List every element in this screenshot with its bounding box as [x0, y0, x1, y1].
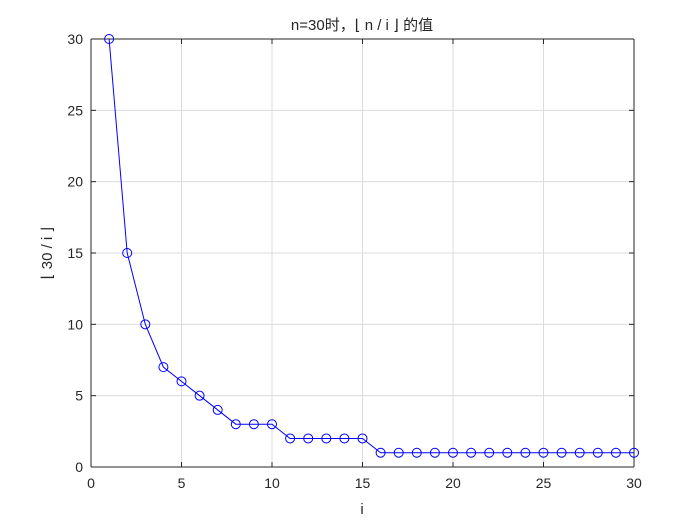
x-tick-label: 10: [264, 475, 280, 491]
x-tick-label: 5: [178, 475, 186, 491]
data-point-marker: [321, 433, 332, 444]
x-tick-label: 20: [445, 475, 461, 491]
data-point-marker: [574, 447, 585, 458]
y-tick-label: 15: [67, 245, 83, 261]
data-point-marker: [502, 447, 513, 458]
data-point-marker: [429, 447, 440, 458]
y-tick-label: 10: [67, 316, 83, 332]
data-point-marker: [212, 404, 223, 415]
x-axis-label: i: [360, 501, 363, 518]
y-axis-label: ⌊ 30 / i ⌋: [39, 227, 56, 280]
data-point-marker: [393, 447, 404, 458]
data-point-marker: [140, 319, 151, 330]
data-point-marker: [538, 447, 549, 458]
data-point-marker: [248, 419, 259, 430]
y-tick-label: 20: [67, 174, 83, 190]
data-point-marker: [176, 376, 187, 387]
data-point-marker: [375, 447, 386, 458]
data-point-marker: [267, 419, 277, 430]
axes: [90, 38, 635, 468]
chart-title: n=30时，⌊ n / i ⌋ 的值: [291, 17, 433, 34]
data-point-marker: [520, 447, 531, 458]
x-tick-label: 25: [536, 475, 552, 491]
data-point-marker: [466, 447, 477, 458]
data-point-marker: [194, 390, 205, 401]
y-tick-label: 0: [75, 459, 83, 475]
x-tick-label: 15: [355, 475, 371, 491]
data-point-marker: [158, 362, 169, 373]
data-point-marker: [484, 447, 495, 458]
data-point-marker: [411, 447, 422, 458]
y-tick-label: 5: [75, 388, 83, 404]
y-tick-label: 25: [67, 102, 83, 118]
data-point-marker: [592, 447, 603, 458]
data-point-marker: [285, 433, 296, 444]
tick-labels: 0 5 10 15 20 25 30 0 5 10 15 20 25 30: [67, 31, 642, 491]
x-tick-label: 0: [87, 475, 95, 491]
data-point-marker: [357, 433, 368, 444]
data-point-marker: [556, 447, 567, 458]
series-line: [108, 38, 634, 454]
y-tick-label: 30: [67, 31, 83, 47]
data-point-marker: [339, 433, 350, 444]
x-tick-label: 30: [626, 475, 642, 491]
data-point-marker: [104, 34, 115, 44]
data-point-marker: [610, 447, 621, 458]
data-point-marker: [230, 419, 241, 430]
data-point-marker: [122, 248, 133, 258]
data-point-marker: [303, 433, 314, 444]
data-point-marker: [448, 447, 458, 458]
data-point-marker: [629, 447, 639, 458]
data-series: [104, 34, 639, 458]
